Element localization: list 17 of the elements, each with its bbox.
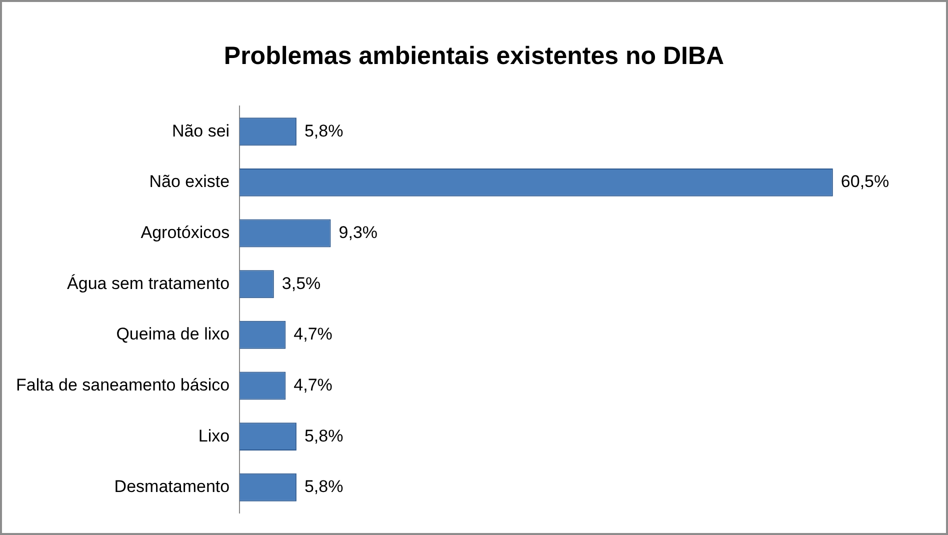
- data-label: 4,7%: [294, 324, 332, 344]
- data-label: 4,7%: [294, 375, 332, 394]
- y-tick-label: Não existe: [149, 172, 230, 192]
- y-tick-label: Desmatamento: [114, 477, 230, 496]
- y-tick-label: Não sei: [172, 121, 230, 140]
- y-tick-label: Água sem tratamento: [67, 274, 230, 293]
- y-tick-label: Falta de saneamento básico: [16, 375, 230, 394]
- data-label: 5,8%: [304, 121, 344, 140]
- data-label: 60,5%: [840, 172, 890, 192]
- data-label: 5,8%: [304, 477, 344, 496]
- y-tick-label: Lixo: [198, 426, 230, 446]
- data-label: 3,5%: [282, 274, 321, 293]
- data-label: 9,3%: [338, 222, 378, 242]
- data-label: 5,8%: [304, 426, 344, 446]
- y-tick-label: Queima de lixo: [116, 324, 230, 344]
- y-tick-label: Agrotóxicos: [140, 222, 230, 242]
- chart-title: Problemas ambientais existentes no DIBA: [222, 42, 726, 71]
